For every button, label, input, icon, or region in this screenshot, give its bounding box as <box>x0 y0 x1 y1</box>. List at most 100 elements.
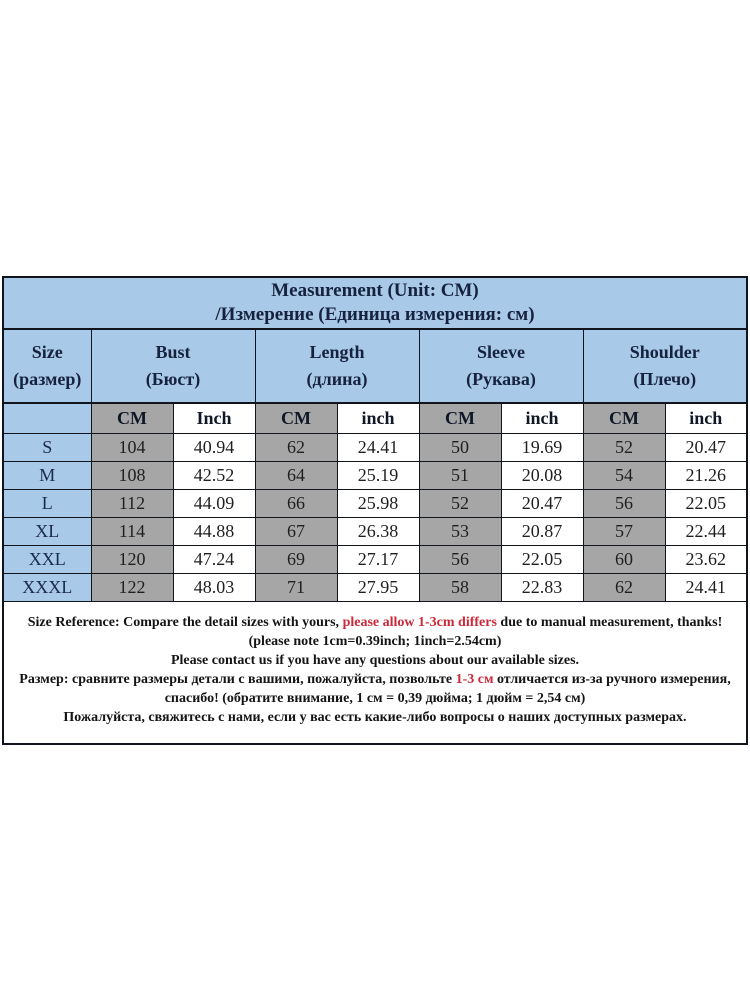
value-cell: 27.95 <box>336 573 420 602</box>
value-cell: 21.26 <box>664 461 748 490</box>
value-cell: 50 <box>418 433 502 462</box>
size-row-xxl: XXL 120 47.24 69 27.17 56 22.05 60 23.62 <box>2 545 748 574</box>
col-header-shoulder-ru: (Плечо) <box>633 369 697 389</box>
value-cell: 108 <box>90 461 174 490</box>
notes-section: Size Reference: Compare the detail sizes… <box>2 601 748 745</box>
table-title-cell: Measurement (Unit: CM) /Измерение (Едини… <box>2 276 748 330</box>
value-cell: 44.88 <box>172 517 256 546</box>
col-header-length: Length (длина) <box>254 328 420 404</box>
size-row-l: L 112 44.09 66 25.98 52 20.47 56 22.05 <box>2 489 748 518</box>
unit-blank-cell <box>2 402 92 434</box>
col-header-shoulder: Shoulder (Плечо) <box>582 328 748 404</box>
size-row-xxxl: XXXL 122 48.03 71 27.95 58 22.83 62 24.4… <box>2 573 748 602</box>
value-cell: 44.09 <box>172 489 256 518</box>
value-cell: 54 <box>582 461 666 490</box>
value-cell: 69 <box>254 545 338 574</box>
value-cell: 51 <box>418 461 502 490</box>
col-header-sleeve: Sleeve (Рукава) <box>418 328 584 404</box>
unit-header-row: CM Inch CM inch CM inch CM inch <box>2 402 748 434</box>
table-title-row: Measurement (Unit: CM) /Измерение (Едини… <box>2 276 748 330</box>
size-cell: XXL <box>2 545 92 574</box>
value-cell: 26.38 <box>336 517 420 546</box>
value-cell: 58 <box>418 573 502 602</box>
size-cell: M <box>2 461 92 490</box>
value-cell: 112 <box>90 489 174 518</box>
col-header-bust-en: Bust <box>155 342 191 362</box>
value-cell: 22.44 <box>664 517 748 546</box>
col-header-size-en: Size <box>31 342 63 362</box>
size-cell: XL <box>2 517 92 546</box>
value-cell: 67 <box>254 517 338 546</box>
col-header-size-ru: (размер) <box>13 369 82 389</box>
note-text: due to manual measurement, thanks! <box>496 615 723 630</box>
unit-cell-length-cm: CM <box>254 402 338 434</box>
value-cell: 122 <box>90 573 174 602</box>
col-header-size: Size (размер) <box>2 328 92 404</box>
value-cell: 71 <box>254 573 338 602</box>
value-cell: 56 <box>582 489 666 518</box>
value-cell: 52 <box>582 433 666 462</box>
note-red-highlight: please allow 1-3cm differs <box>342 615 497 630</box>
note-text: Размер: сравните размеры детали с вашими… <box>19 672 456 687</box>
value-cell: 22.05 <box>500 545 584 574</box>
value-cell: 25.19 <box>336 461 420 490</box>
table-title-ru: /Измерение (Единица измерения: см) <box>215 304 535 325</box>
value-cell: 25.98 <box>336 489 420 518</box>
value-cell: 52 <box>418 489 502 518</box>
value-cell: 47.24 <box>172 545 256 574</box>
value-cell: 20.47 <box>664 433 748 462</box>
note-line-en-1: Size Reference: Compare the detail sizes… <box>4 613 746 632</box>
value-cell: 62 <box>582 573 666 602</box>
col-header-length-en: Length <box>309 342 365 362</box>
size-row-xl: XL 114 44.88 67 26.38 53 20.87 57 22.44 <box>2 517 748 546</box>
value-cell: 20.87 <box>500 517 584 546</box>
note-line-ru-3: Пожалуйста, свяжитесь с нами, если у вас… <box>63 710 687 725</box>
value-cell: 104 <box>90 433 174 462</box>
value-cell: 60 <box>582 545 666 574</box>
column-group-header-row: Size (размер) Bust (Бюст) Length (длина)… <box>2 328 748 404</box>
col-header-shoulder-en: Shoulder <box>629 342 700 362</box>
value-cell: 114 <box>90 517 174 546</box>
value-cell: 42.52 <box>172 461 256 490</box>
notes-cell: Size Reference: Compare the detail sizes… <box>2 601 748 745</box>
unit-cell-shoulder-inch: inch <box>664 402 748 434</box>
value-cell: 20.47 <box>500 489 584 518</box>
value-cell: 20.08 <box>500 461 584 490</box>
value-cell: 53 <box>418 517 502 546</box>
size-cell: S <box>2 433 92 462</box>
note-line-en-2: (please note 1cm=0.39inch; 1inch=2.54cm) <box>248 634 502 649</box>
note-line-en-3: Please contact us if you have any questi… <box>170 653 580 668</box>
unit-cell-bust-inch: Inch <box>172 402 256 434</box>
note-line-ru-1: Размер: сравните размеры детали с вашими… <box>4 670 746 689</box>
col-header-sleeve-en: Sleeve <box>477 342 525 362</box>
value-cell: 27.17 <box>336 545 420 574</box>
unit-cell-bust-cm: CM <box>90 402 174 434</box>
col-header-sleeve-ru: (Рукава) <box>466 369 536 389</box>
value-cell: 64 <box>254 461 338 490</box>
col-header-bust: Bust (Бюст) <box>90 328 256 404</box>
size-cell: XXXL <box>2 573 92 602</box>
note-red-highlight: 1-3 см <box>455 672 494 687</box>
size-cell: L <box>2 489 92 518</box>
value-cell: 22.05 <box>664 489 748 518</box>
table-title-en: Measurement (Unit: CM) <box>271 280 479 301</box>
size-row-m: M 108 42.52 64 25.19 51 20.08 54 21.26 <box>2 461 748 490</box>
col-header-bust-ru: (Бюст) <box>145 369 201 389</box>
size-row-s: S 104 40.94 62 24.41 50 19.69 52 20.47 <box>2 433 748 462</box>
size-chart-table: Measurement (Unit: CM) /Измерение (Едини… <box>2 276 748 745</box>
value-cell: 62 <box>254 433 338 462</box>
value-cell: 24.41 <box>664 573 748 602</box>
value-cell: 22.83 <box>500 573 584 602</box>
unit-cell-shoulder-cm: CM <box>582 402 666 434</box>
unit-cell-sleeve-inch: inch <box>500 402 584 434</box>
note-line-ru-2: спасибо! (обратите внимание, 1 см = 0,39… <box>164 691 586 706</box>
value-cell: 120 <box>90 545 174 574</box>
value-cell: 48.03 <box>172 573 256 602</box>
unit-cell-sleeve-cm: CM <box>418 402 502 434</box>
note-text: Size Reference: Compare the detail sizes… <box>27 615 343 630</box>
col-header-length-ru: (длина) <box>306 369 368 389</box>
note-text: отличается из-за ручного измерения, <box>493 672 731 687</box>
value-cell: 19.69 <box>500 433 584 462</box>
value-cell: 23.62 <box>664 545 748 574</box>
